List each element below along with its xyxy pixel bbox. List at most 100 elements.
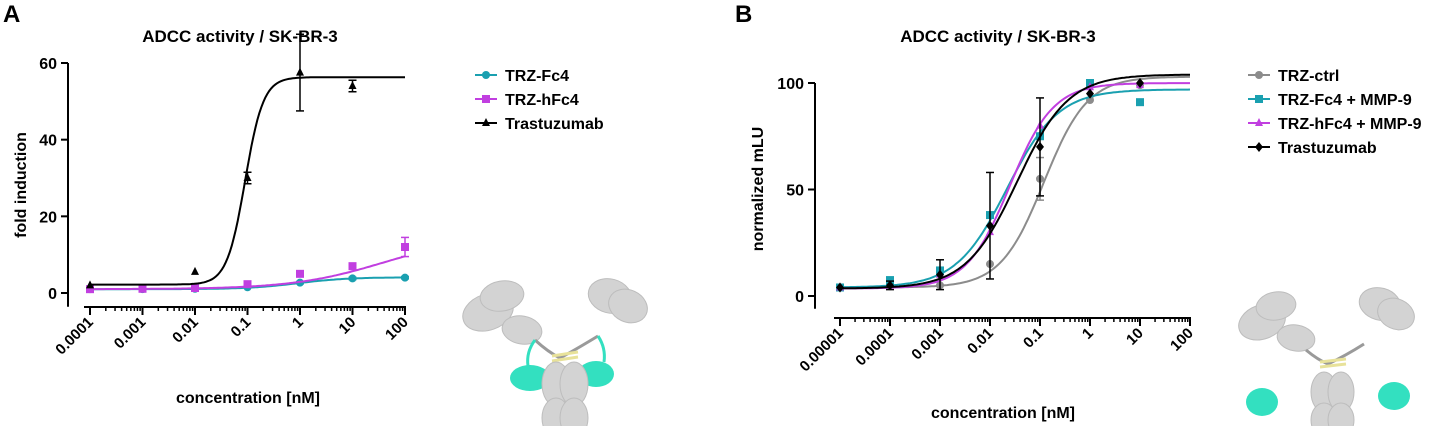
legend-item: TRZ-ctrl xyxy=(1248,68,1339,85)
legend-swatch-marker xyxy=(1255,71,1263,79)
data-point xyxy=(936,269,944,280)
panel-a-legend: TRZ-Fc4 TRZ-hFc4 Trastuzumab xyxy=(475,68,604,133)
y-tick-label: 40 xyxy=(39,133,57,150)
x-tick-label: 1 xyxy=(289,314,307,332)
released-domain-left xyxy=(1246,388,1278,416)
fc-region xyxy=(541,361,589,426)
series-line xyxy=(840,73,1190,290)
panel-b-xlabel: concentration [nM] xyxy=(931,405,1075,422)
data-point xyxy=(1086,88,1094,99)
data-point xyxy=(401,243,409,251)
panel-a-letter: A xyxy=(3,1,20,28)
legend-label: TRZ-hFc4 + MMP-9 xyxy=(1278,116,1422,133)
panel-b-title: ADCC activity / SK-BR-3 xyxy=(900,27,1096,46)
y-tick-label: 100 xyxy=(777,76,804,93)
domain-left xyxy=(510,365,550,391)
panel-b-letter: B xyxy=(735,1,752,28)
data-point xyxy=(986,220,994,231)
x-tick-label: 0.0001 xyxy=(52,314,96,358)
legend-label: Trastuzumab xyxy=(505,116,604,133)
data-point xyxy=(1136,98,1144,107)
x-tick-label: 0.1 xyxy=(1020,325,1047,352)
x-tick-label: 100 xyxy=(382,314,412,344)
y-tick-label: 20 xyxy=(39,209,57,226)
legend-item: Trastuzumab xyxy=(1248,140,1377,157)
legend-label: TRZ-hFc4 xyxy=(505,92,579,109)
legend-swatch-marker xyxy=(1255,95,1263,103)
series-trz-fc4-mmp-9 xyxy=(836,79,1191,292)
fab-arm-right xyxy=(1358,287,1415,331)
data-point xyxy=(1136,78,1144,88)
legend-label: TRZ-Fc4 + MMP-9 xyxy=(1278,92,1412,109)
hinge-linker xyxy=(533,334,599,360)
data-point xyxy=(296,269,304,278)
x-tick-label: 0.0001 xyxy=(852,325,896,369)
series-line xyxy=(90,76,405,286)
data-point xyxy=(836,282,844,293)
x-tick-label: 0.00001 xyxy=(796,325,846,375)
data-point xyxy=(243,280,252,289)
x-tick-label: 0.001 xyxy=(908,325,947,364)
data-point xyxy=(348,81,357,89)
series-trz-hfc4-mmp-9 xyxy=(836,80,1190,291)
panel-a-xlabel: concentration [nM] xyxy=(176,390,320,407)
legend-item: TRZ-Fc4 xyxy=(475,68,569,85)
legend-swatch-marker xyxy=(1255,118,1263,126)
antibody-illustration-a xyxy=(462,278,648,426)
x-tick-label: 1 xyxy=(1079,325,1097,343)
data-point xyxy=(86,280,94,289)
fab-arm-left xyxy=(462,280,543,345)
series-trastuzumab xyxy=(86,33,405,289)
y-tick-label: 50 xyxy=(786,183,804,200)
fc-region xyxy=(1310,371,1355,426)
x-tick-label: 10 xyxy=(1123,325,1147,349)
y-tick-label: 0 xyxy=(795,289,804,306)
hinge-linker xyxy=(1305,342,1365,366)
panel-a-plot: 0 20 40 60 0.0001 0.001 0.01 0.1 1 10 100 xyxy=(39,33,412,358)
y-tick-label: 0 xyxy=(48,286,57,303)
legend-item: TRZ-hFc4 xyxy=(475,92,579,109)
released-domain-right xyxy=(1378,382,1410,410)
x-tick-label: 0.01 xyxy=(169,314,202,347)
panel-b-legend: TRZ-ctrl TRZ-Fc4 + MMP-9 TRZ-hFc4 + MMP-9 T… xyxy=(1248,68,1422,157)
legend-item: TRZ-hFc4 + MMP-9 xyxy=(1248,116,1422,133)
antibody-illustration-b xyxy=(1238,287,1415,426)
legend-swatch-marker xyxy=(482,71,490,79)
y-tick-label: 60 xyxy=(39,56,57,73)
legend-label: TRZ-Fc4 xyxy=(505,68,569,85)
data-point xyxy=(138,284,147,293)
x-tick-label: 0.1 xyxy=(228,314,255,341)
series-trz-hfc4 xyxy=(86,236,409,294)
legend-swatch-marker xyxy=(482,95,490,103)
data-point xyxy=(243,173,252,181)
data-point xyxy=(296,67,304,76)
data-point xyxy=(191,284,199,293)
fab-arm-right xyxy=(587,278,648,324)
x-tick-label: 100 xyxy=(1167,325,1197,355)
x-tick-label: 0.001 xyxy=(111,314,150,353)
x-tick-label: 0.01 xyxy=(964,325,997,358)
data-point xyxy=(348,274,357,283)
series-trz-ctrl xyxy=(836,75,1190,292)
data-point xyxy=(191,266,199,275)
data-point xyxy=(886,280,894,291)
data-point xyxy=(401,273,409,282)
series-trastuzumab xyxy=(836,73,1190,293)
x-tick-label: 10 xyxy=(336,314,360,338)
panel-a-ylabel: fold induction xyxy=(13,132,30,238)
fab-arm-left xyxy=(1238,291,1316,352)
legend-swatch-marker xyxy=(1255,142,1263,152)
series-line xyxy=(840,75,1190,289)
legend-item: TRZ-Fc4 + MMP-9 xyxy=(1248,92,1412,109)
panel-b-plot: 0 50 100 0.00001 0.0001 0.001 0.01 0.1 1 10 100 xyxy=(777,73,1197,375)
legend-swatch-marker xyxy=(482,118,490,126)
legend-item: Trastuzumab xyxy=(475,116,604,133)
data-point xyxy=(1036,141,1044,152)
panel-a-title: ADCC activity / SK-BR-3 xyxy=(142,27,338,46)
legend-label: Trastuzumab xyxy=(1278,140,1377,157)
panel-b-ylabel: normalized mLU xyxy=(750,127,767,251)
data-point xyxy=(86,285,94,294)
data-point xyxy=(348,262,357,271)
legend-label: TRZ-ctrl xyxy=(1278,68,1339,85)
